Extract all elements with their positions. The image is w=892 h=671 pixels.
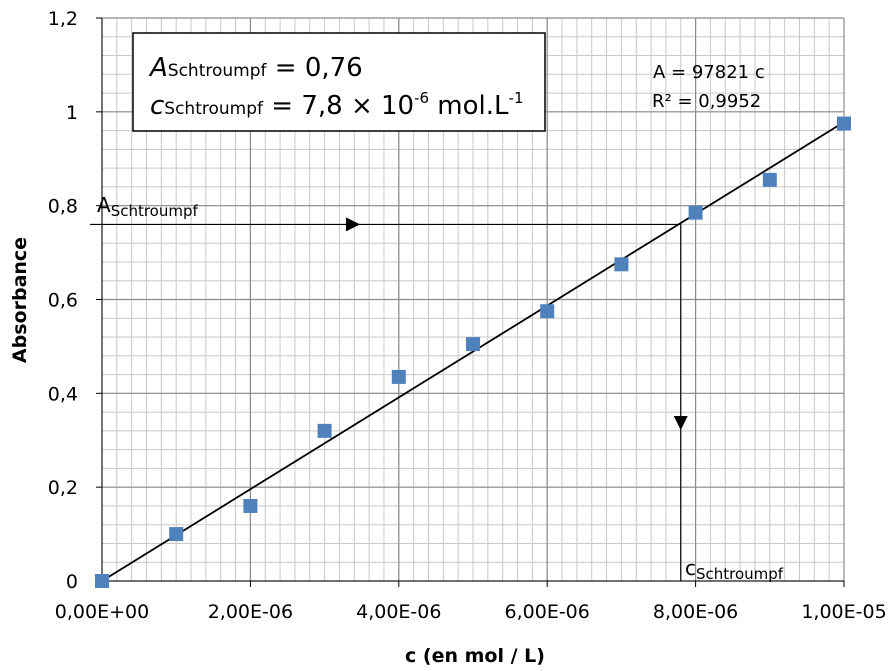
data-point <box>762 172 777 187</box>
box-c-unit: mol.L <box>429 91 509 121</box>
y-tick-label: 0,4 <box>48 383 78 405</box>
data-point <box>540 304 555 319</box>
x-axis-title: c (en mol / L) <box>405 645 545 667</box>
box-a-var: A <box>148 53 168 83</box>
a-label-sub: Schtroumpf <box>111 202 199 220</box>
y-tick-label: 0,8 <box>48 196 78 218</box>
a-schtroumpf-label: ASchtroumpf <box>97 193 198 220</box>
c-label-sub: Schtroumpf <box>696 565 784 583</box>
box-c-sub: Schtroumpf <box>164 99 264 119</box>
x-tick-label: 8,00E-06 <box>653 601 738 623</box>
y-tick-label: 0,2 <box>48 477 78 499</box>
box-a-sub: Schtroumpf <box>168 61 268 81</box>
data-point <box>614 257 629 272</box>
x-tick-label: 4,00E-06 <box>356 601 441 623</box>
data-point <box>466 337 480 352</box>
annotation-arrows <box>90 217 688 581</box>
data-point <box>688 205 703 220</box>
data-point <box>317 423 332 438</box>
x-tick-label: 1,00E-05 <box>801 601 886 623</box>
data-point <box>391 369 406 384</box>
result-box-frame <box>132 32 546 132</box>
down-arrow-head <box>673 416 688 430</box>
x-tick-label: 0,00E+00 <box>55 601 149 623</box>
box-c-exp: -6 <box>414 89 429 107</box>
c-schtroumpf-label: cSchtroumpf <box>685 556 784 583</box>
right-arrow-head <box>346 217 360 232</box>
trendline-r2: R² = 0,9952 <box>652 91 761 112</box>
c-label-main: c <box>685 556 696 580</box>
result-box: ASchtroumpf = 0,76 cSchtroumpf = 7,8 × 1… <box>132 32 546 132</box>
y-axis-title: Absorbance <box>9 237 31 363</box>
box-c-var: c <box>150 91 164 121</box>
a-label-main: A <box>97 193 111 217</box>
y-tick-label: 1,2 <box>48 8 78 30</box>
trendline-group <box>101 121 845 582</box>
result-box-concentration-line: cSchtroumpf = 7,8 × 10-6 mol.L-1 <box>150 89 524 121</box>
data-points <box>95 116 851 588</box>
data-point <box>243 498 258 513</box>
result-box-absorbance-line: ASchtroumpf = 0,76 <box>148 53 363 83</box>
y-tick-label: 0,6 <box>48 290 78 312</box>
trendline-equation: A = 97821 c <box>653 62 765 83</box>
y-tick-label: 0 <box>66 571 78 593</box>
box-c-value: = 7,8 × 10 <box>263 91 414 121</box>
box-a-value: = 0,76 <box>267 53 363 83</box>
x-tick-label: 6,00E-06 <box>505 601 590 623</box>
x-tick-label: 2,00E-06 <box>208 601 293 623</box>
data-point <box>837 116 851 131</box>
data-point <box>95 574 109 588</box>
trendline <box>101 121 845 582</box>
box-c-unit-exp: -1 <box>509 89 524 107</box>
tick-labels: 0,00E+00 2,00E-06 4,00E-06 6,00E-06 8,00E-06… <box>48 8 887 623</box>
y-tick-label: 1 <box>66 102 78 124</box>
data-point <box>169 527 184 542</box>
